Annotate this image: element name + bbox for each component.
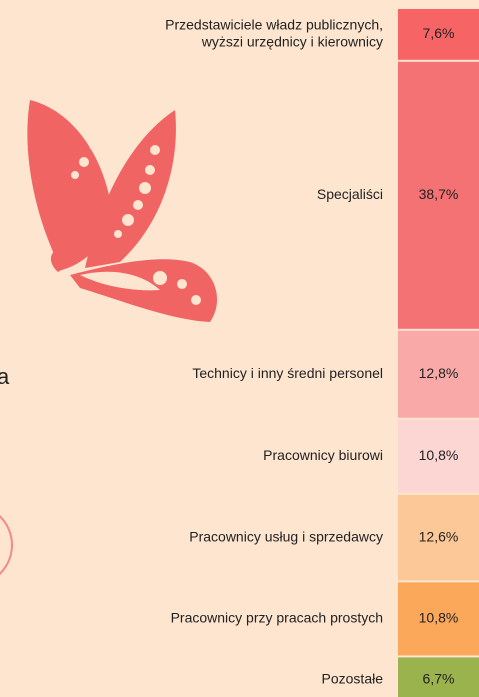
category-label: Specjaliści bbox=[317, 186, 383, 202]
value-label: 6,7% bbox=[423, 670, 455, 686]
value-label: 10,8% bbox=[419, 447, 459, 463]
value-label: 38,7% bbox=[419, 186, 459, 202]
category-label: Pracownicy biurowi bbox=[263, 447, 383, 463]
annotation: a bbox=[0, 364, 10, 389]
value-label: 12,6% bbox=[419, 528, 459, 544]
category-label: Pracownicy usług i sprzedawcy bbox=[189, 528, 383, 544]
value-label: 7,6% bbox=[423, 25, 455, 41]
category-label: Przedstawiciele władz publicznych, bbox=[165, 17, 383, 33]
chart: a 7,6% Przedstawiciele władz publicznych,… bbox=[0, 0, 479, 697]
category-label: Pozostałe bbox=[322, 670, 384, 686]
category-label: Pracownicy przy pracach prostych bbox=[171, 610, 383, 626]
value-label: 10,8% bbox=[419, 610, 459, 626]
category-label: Technicy i inny średni personel bbox=[192, 365, 383, 381]
value-label: 12,8% bbox=[419, 365, 459, 381]
category-label: wyższi urzędnicy i kierownicy bbox=[201, 34, 383, 50]
